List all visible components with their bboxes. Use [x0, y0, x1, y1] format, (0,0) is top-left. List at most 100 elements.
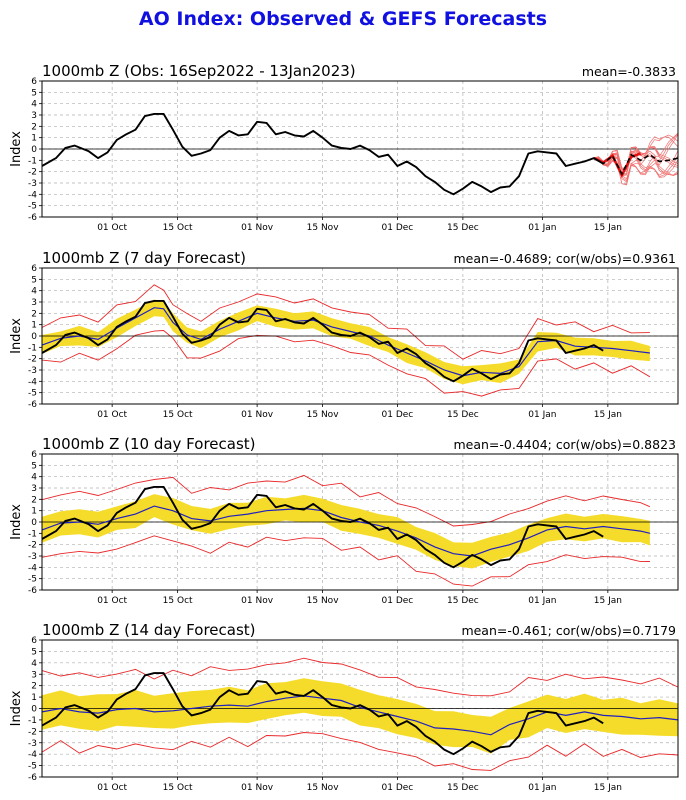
- upper-bound-line: [41, 474, 651, 527]
- y-tick-label: 5: [31, 275, 37, 285]
- x-tick-label: 15 Nov: [307, 783, 340, 793]
- x-tick-label: 15 Nov: [307, 223, 340, 233]
- forecast-mean-line: [593, 153, 679, 176]
- y-tick-label: -2: [28, 355, 37, 365]
- y-tick-label: 5: [31, 461, 37, 471]
- x-tick-label: 01 Oct: [97, 596, 127, 606]
- y-axis-label: Index: [9, 131, 24, 167]
- panel-title: 1000mb Z (Obs: 16Sep2022 - 13Jan2023): [42, 62, 356, 80]
- x-tick-label: 01 Jan: [528, 783, 556, 793]
- y-tick-label: 4: [31, 473, 37, 483]
- y-tick-label: 6: [31, 264, 37, 274]
- y-tick-label: 6: [31, 450, 37, 460]
- x-tick-label: 15 Nov: [307, 410, 340, 420]
- lower-bound-line: [41, 535, 650, 587]
- forecast-mean-line: [41, 307, 650, 377]
- ensemble-spread-band: [42, 494, 650, 569]
- ensemble-member-line: [593, 146, 679, 176]
- y-tick-label: -3: [28, 552, 37, 562]
- x-tick-label: 15 Jan: [594, 783, 622, 793]
- y-tick-label: 4: [31, 659, 37, 669]
- x-tick-label: 01 Nov: [241, 596, 274, 606]
- x-tick-label: 01 Oct: [97, 410, 127, 420]
- chart-panel-4: -6-5 -4-3 -2-10 12 34 56 01 Oct 15 Oct 01 Nov 15 …: [9, 621, 679, 793]
- y-tick-label: 2: [31, 682, 37, 692]
- y-tick-label: -4: [28, 377, 37, 387]
- forecast-mean-line: [41, 695, 679, 736]
- y-tick-label: -6: [28, 773, 37, 783]
- ensemble-member-line: [593, 147, 679, 175]
- x-tick-label: 15 Dec: [447, 223, 479, 233]
- forecast-mean-line: [41, 505, 651, 557]
- x-tick-label: 01 Dec: [382, 783, 414, 793]
- x-tick-label: 01 Nov: [241, 410, 274, 420]
- observed-line: [41, 299, 604, 383]
- y-tick-label: 0: [31, 518, 37, 528]
- x-tick-label: 01 Nov: [241, 223, 274, 233]
- x-tick-label: 15 Dec: [447, 596, 479, 606]
- y-tick-label: -3: [28, 366, 37, 376]
- panel-stat: mean=-0.4689; cor(w/obs)=0.9361: [453, 251, 676, 266]
- y-tick-label: -5: [28, 389, 37, 399]
- panel-stat: mean=-0.4404; cor(w/obs)=0.8823: [453, 437, 676, 452]
- y-tick-label: 3: [31, 111, 37, 121]
- x-tick-label: 15 Oct: [163, 223, 193, 233]
- x-tick-label: 01 Jan: [528, 223, 556, 233]
- y-tick-label: -5: [28, 202, 37, 212]
- ensemble-spread-band: [42, 299, 650, 385]
- chart-panel-2: -6-5 -4-3-2 -101 234 56 01 Oct 15 Oct 01 Nov 15 …: [9, 249, 679, 420]
- lower-bound-line: [41, 732, 679, 771]
- x-tick-label: 15 Jan: [594, 223, 622, 233]
- y-tick-label: 0: [31, 705, 37, 715]
- y-tick-label: 1: [31, 507, 37, 517]
- y-tick-label: 3: [31, 484, 37, 494]
- ensemble-member-line: [593, 136, 679, 185]
- lower-bound-line: [41, 330, 651, 397]
- panel-title: 1000mb Z (7 day Forecast): [42, 249, 246, 267]
- y-tick-label: 0: [31, 332, 37, 342]
- y-tick-label: 1: [31, 321, 37, 331]
- y-tick-label: -2: [28, 168, 37, 178]
- y-axis-label: Index: [9, 690, 24, 726]
- x-tick-label: 01 Jan: [528, 596, 556, 606]
- y-tick-label: -6: [28, 400, 37, 410]
- y-axis-label: Index: [9, 318, 24, 354]
- chart-panel-3: -6-5 -4-3-2 -101 234 56 01 Oct 15 Oct 01 Nov 15 …: [9, 435, 679, 606]
- x-tick-label: 15 Jan: [594, 596, 622, 606]
- x-tick-label: 01 Nov: [241, 783, 274, 793]
- y-tick-label: -1: [28, 716, 37, 726]
- y-tick-label: 5: [31, 647, 37, 657]
- y-tick-label: -4: [28, 190, 37, 200]
- figure-title: AO Index: Observed & GEFS Forecasts: [138, 8, 548, 30]
- upper-bound-line: [41, 657, 679, 697]
- y-tick-label: -1: [28, 343, 37, 353]
- y-tick-label: 4: [31, 287, 37, 297]
- y-tick-label: 2: [31, 309, 37, 319]
- y-tick-label: -1: [28, 529, 37, 539]
- x-tick-label: 15 Oct: [163, 410, 193, 420]
- y-tick-label: -5: [28, 575, 37, 585]
- y-tick-label: -3: [28, 739, 37, 749]
- y-tick-label: 6: [31, 636, 37, 646]
- y-tick-label: 3: [31, 298, 37, 308]
- y-tick-label: -2: [28, 541, 37, 551]
- y-tick-label: 4: [31, 100, 37, 110]
- y-tick-label: -4: [28, 563, 37, 573]
- y-tick-label: -1: [28, 156, 37, 166]
- panel-stat: mean=-0.461; cor(w/obs)=0.7179: [461, 623, 676, 638]
- x-tick-label: 01 Dec: [382, 410, 414, 420]
- y-tick-label: 0: [31, 145, 37, 155]
- y-tick-label: -3: [28, 179, 37, 189]
- panel-stat: mean=-0.3833: [582, 64, 676, 79]
- y-tick-label: -2: [28, 727, 37, 737]
- observed-line: [41, 672, 604, 756]
- y-tick-label: 1: [31, 134, 37, 144]
- chart-panel-1: -6-5 -4-3-2 -101 234 56 01 Oct 15 Oct 01 Nov 15 …: [9, 62, 679, 233]
- x-tick-label: 15 Jan: [594, 410, 622, 420]
- x-tick-label: 15 Oct: [163, 596, 193, 606]
- y-tick-label: 1: [31, 693, 37, 703]
- ensemble-member-line: [593, 147, 679, 176]
- observed-line: [41, 485, 604, 569]
- y-tick-label: 2: [31, 122, 37, 132]
